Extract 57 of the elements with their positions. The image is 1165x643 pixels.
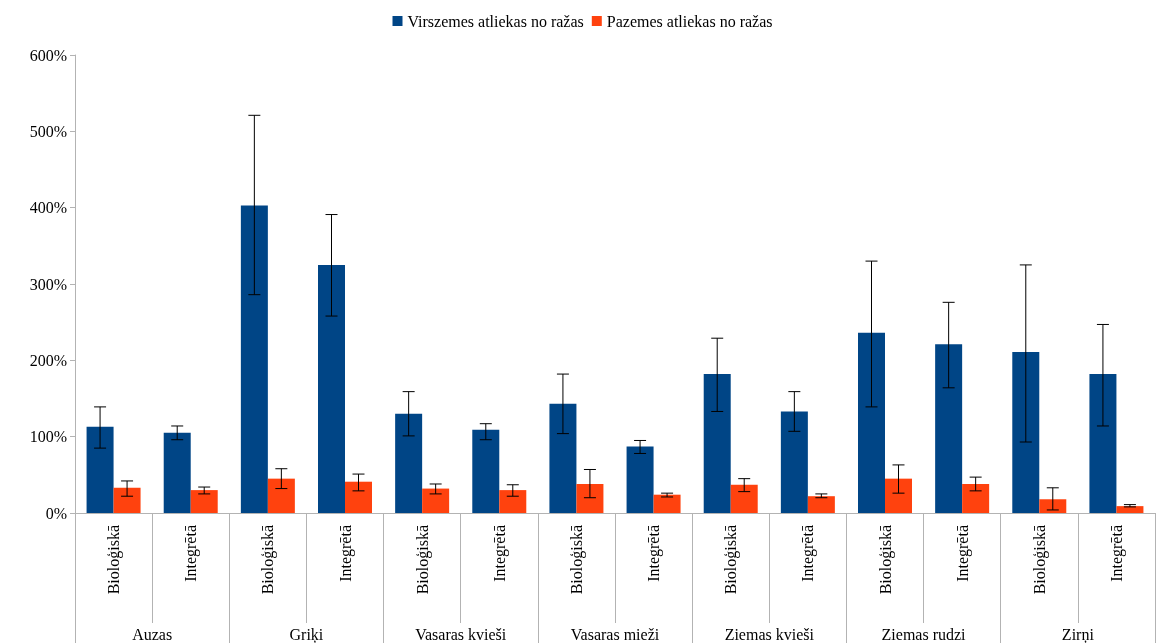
y-tick-label: 200% <box>29 351 67 369</box>
bar <box>1089 374 1117 513</box>
x-tick-label: Integrētā <box>645 525 664 582</box>
x-tick-label: Bioloģiskā <box>105 525 124 595</box>
y-tick-label: 0% <box>45 504 67 522</box>
bar <box>780 411 808 513</box>
x-tick-label: Integrētā <box>799 525 818 582</box>
bar <box>499 490 527 513</box>
bar <box>935 344 963 513</box>
x-tick-label: Integrētā <box>1107 525 1126 582</box>
bar <box>858 332 885 513</box>
y-tick-label: 100% <box>29 428 67 446</box>
bar <box>86 426 114 513</box>
y-tick-label: 600% <box>29 46 67 64</box>
x-tick-label: Bioloģiskā <box>567 525 586 595</box>
bar <box>472 429 500 513</box>
bar <box>345 481 372 513</box>
text: Ziemas rudzi <box>881 625 967 643</box>
legend-label: Virszemes atliekas no ražas <box>407 12 584 30</box>
text: Vasaras kvieši <box>415 625 507 643</box>
bar <box>190 490 218 513</box>
x-tick-label: Bioloģiskā <box>413 525 432 595</box>
bar <box>113 487 141 513</box>
x-tick-label: Integrētā <box>953 525 972 582</box>
x-tick-label: Bioloģiskā <box>722 525 741 595</box>
bar <box>807 496 835 513</box>
text: Auzas <box>132 625 173 643</box>
bar <box>422 488 450 513</box>
bar <box>885 478 912 513</box>
bar <box>1039 499 1067 513</box>
bar <box>395 413 423 513</box>
bar <box>653 494 681 513</box>
bar <box>730 484 758 513</box>
text: Griķi <box>289 625 324 643</box>
text: Ziemas kvieši <box>724 625 815 643</box>
bar <box>576 483 604 513</box>
x-tick-label: Bioloģiskā <box>1030 525 1049 595</box>
bar <box>703 374 731 513</box>
bar <box>240 205 268 513</box>
bar <box>962 483 990 513</box>
x-tick-label: Integrētā <box>336 525 355 582</box>
bar <box>549 403 577 513</box>
bar <box>318 264 345 513</box>
text: Zirņi <box>1061 625 1095 643</box>
text: Vasaras mieži <box>570 625 660 643</box>
y-tick-label: 500% <box>29 122 67 140</box>
x-tick-label: Integrētā <box>182 525 201 582</box>
bar <box>267 478 295 513</box>
x-tick-label: Integrētā <box>490 525 509 582</box>
legend-label: Pazemes atliekas no ražas <box>606 12 773 30</box>
x-tick-label: Bioloģiskā <box>876 525 895 595</box>
bar <box>1012 351 1040 513</box>
x-tick-label: Bioloģiskā <box>259 525 278 595</box>
y-tick-label: 300% <box>29 275 67 293</box>
y-tick-label: 400% <box>29 199 67 217</box>
bar <box>626 446 654 513</box>
bar <box>163 432 191 513</box>
